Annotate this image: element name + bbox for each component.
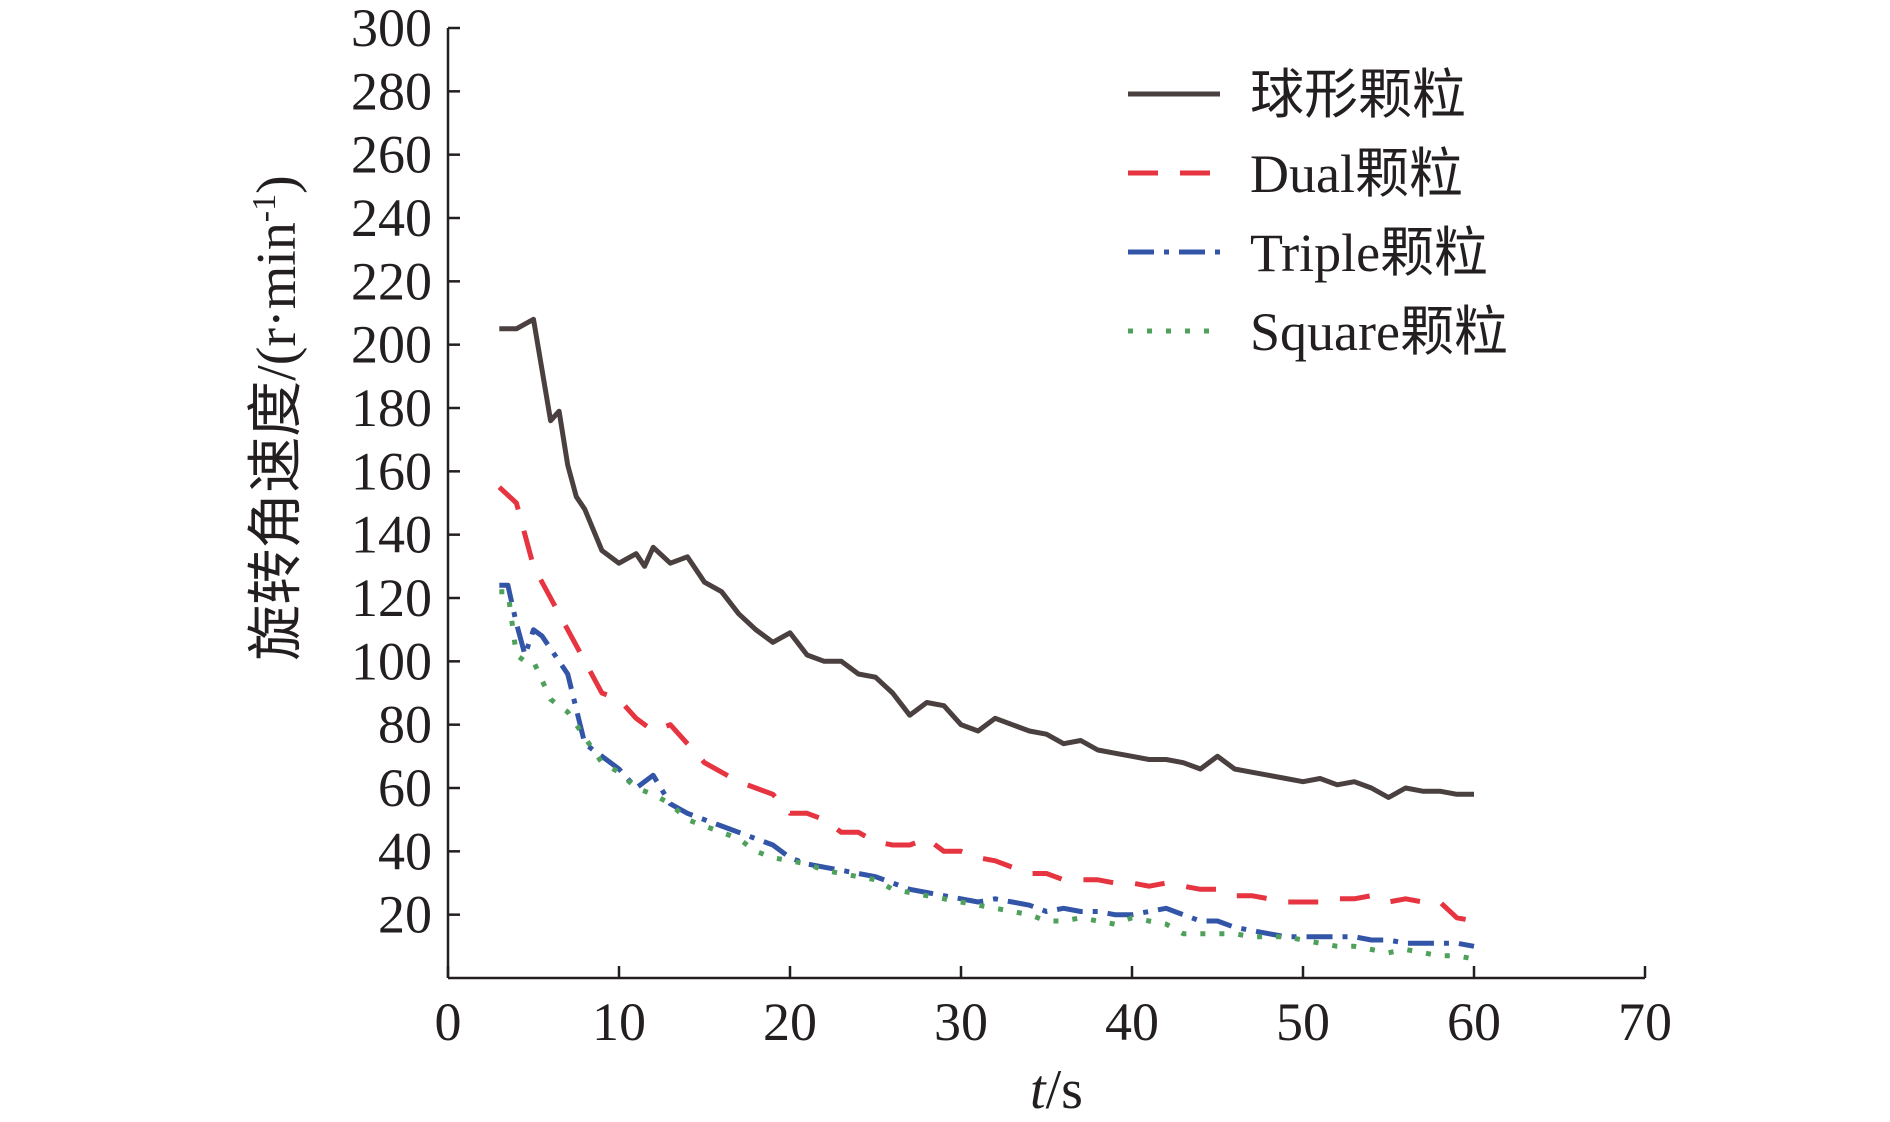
y-tick-label: 80 (378, 695, 432, 755)
x-axis-title-variable: t (1030, 1059, 1047, 1121)
y-tick-label: 180 (351, 378, 432, 438)
legend-label-1: 球形颗粒 (1250, 65, 1466, 125)
x-tick-label: 10 (592, 992, 646, 1052)
y-tick-label: 120 (351, 568, 432, 628)
x-tick-label: 0 (435, 992, 462, 1052)
y-tick-label: 300 (351, 0, 432, 58)
series-line-1 (499, 316, 1474, 800)
x-axis-title-unit: /s (1046, 1059, 1083, 1121)
y-tick-label: 220 (351, 251, 432, 311)
series-line-2 (497, 485, 1475, 924)
legend-label-4: Square颗粒 (1250, 302, 1508, 362)
series-group (497, 316, 1475, 962)
x-tick-label: 20 (763, 992, 817, 1052)
y-tick-label: 140 (351, 505, 432, 565)
y-axis-title-main: 旋转角速度/(r·min (246, 222, 308, 661)
x-axis-title: t/s (1030, 1059, 1083, 1121)
x-tick-label: 30 (934, 992, 988, 1052)
y-tick-label: 160 (351, 441, 432, 501)
legend: 球形颗粒 Dual颗粒 Triple颗粒 Square颗粒 (1128, 65, 1508, 362)
y-tick-label: 280 (351, 61, 432, 121)
x-tick-label: 70 (1618, 992, 1672, 1052)
y-tick-label: 60 (378, 758, 432, 818)
x-tick-label: 40 (1105, 992, 1159, 1052)
x-tick-label: 50 (1276, 992, 1330, 1052)
legend-label-2: Dual颗粒 (1250, 144, 1463, 204)
y-axis-title-end: ) (246, 175, 308, 194)
axes: 2040608010012014016018020022024026028030… (351, 0, 1672, 1052)
y-tick-label: 100 (351, 631, 432, 691)
y-axis-title-superscript: -1 (246, 194, 283, 222)
legend-label-3: Triple颗粒 (1250, 223, 1488, 283)
series-line-4 (499, 589, 1475, 962)
y-tick-label: 40 (378, 821, 432, 881)
y-axis-title: 旋转角速度/(r·min-1) (246, 175, 308, 661)
y-tick-label: 200 (351, 315, 432, 375)
y-tick-label: 260 (351, 125, 432, 185)
series-line-3 (499, 582, 1475, 949)
x-tick-label: 60 (1447, 992, 1501, 1052)
y-tick-label: 240 (351, 188, 432, 248)
y-tick-label: 20 (378, 885, 432, 945)
